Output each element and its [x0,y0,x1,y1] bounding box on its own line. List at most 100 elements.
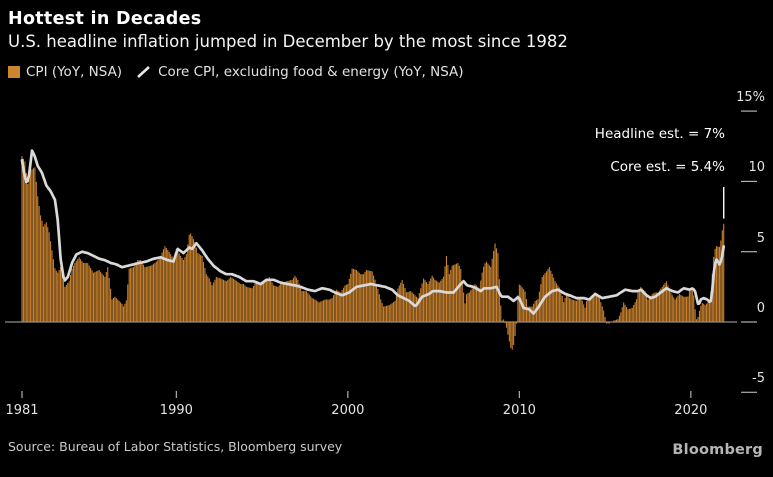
cpi-bar [713,256,715,322]
cpi-bar [165,248,167,322]
cpi-bar [468,292,470,322]
cpi-bar [384,306,386,322]
cpi-bar [651,293,653,322]
cpi-bar [435,280,438,322]
legend-item-cpi: CPI (YoY, NSA) [8,64,122,80]
cpi-bar [601,306,603,322]
cpi-bar [182,260,185,322]
cpi-bar [231,277,233,322]
cpi-bar [100,271,102,322]
cpi-bar [162,249,165,322]
cpi-bar [367,270,369,322]
cpi-bar [191,236,193,322]
cpi-bar [625,307,628,322]
cpi-bar [30,170,32,322]
cpi-bar [82,262,85,322]
cpi-bar [300,287,302,322]
cpi-bar [48,232,50,322]
cpi-bar [624,304,626,322]
cpi-bar [666,281,668,322]
cpi-bar [71,268,73,322]
cpi-bar [677,295,679,322]
cpi-bar [225,281,227,322]
cpi-bar [267,278,269,322]
cpi-bar [706,303,708,322]
cpi-bar [38,206,40,322]
cpi-bar [84,262,86,322]
cpi-bar [465,294,468,322]
cpi-bar [358,272,360,322]
cpi-bar [631,307,633,322]
cpi-bar [131,267,133,322]
cpi-bar [473,286,475,322]
cpi-bar [168,251,170,322]
cpi-bar [284,281,286,322]
chart-title: Hottest in Decades [8,9,202,29]
cpi-bar [327,299,329,322]
cpi-bar [148,266,150,322]
cpi-bar [154,262,156,322]
cpi-bar [467,293,469,322]
cpi-bar [640,286,642,322]
cpi-bar [674,299,676,322]
cpi-bar [167,249,169,322]
cpi-bar [184,257,186,322]
cpi-bar [680,294,682,322]
cpi-bar [613,320,615,322]
cpi-bar [375,283,377,322]
cpi-bar [302,291,305,322]
cpi-bar [470,290,472,322]
cpi-bar [144,267,146,322]
cpi-bar [373,275,375,322]
cpi-bar [355,269,357,322]
cpi-bar [686,296,688,322]
cpi-bar-swatch-icon [8,66,20,78]
cpi-bar [681,295,683,322]
cpi-bar [104,276,106,322]
cpi-bar [252,286,255,322]
cpi-bar [52,259,54,322]
cpi-bar [277,286,279,322]
cpi-bar [141,262,143,322]
cpi-bar [271,282,273,322]
cpi-bar [423,278,425,322]
cpi-bar [187,244,189,322]
cpi-bar [197,253,199,322]
cpi-bar [411,292,413,322]
cpi-bar [281,283,283,322]
cpi-bar [488,265,490,322]
cpi-bar [438,282,440,322]
cpi-bar [581,300,583,322]
cpi-bar [205,274,207,322]
cpi-bar [307,292,309,322]
cpi-bar [557,285,559,322]
cpi-bar [647,299,649,322]
legend-label-core: Core CPI, excluding food & energy (YoY, … [158,64,464,80]
cpi-bar [348,278,350,322]
cpi-bar [181,257,183,322]
cpi-bar [208,278,210,322]
cpi-bar [690,287,692,322]
cpi-bar [550,270,552,322]
cpi-bar [147,266,149,322]
cpi-bar [700,305,702,322]
cpi-bar [504,322,506,323]
cpi-bar [628,308,630,322]
cpi-bar [287,280,289,322]
cpi-bar [295,277,297,322]
cpi-bar [28,177,30,322]
cpi-bar [251,288,253,322]
cpi-bar [461,280,463,322]
cpi-bar [337,290,339,322]
cpi-bar [157,260,159,322]
cpi-bar [720,240,722,322]
cpi-bar [587,300,589,322]
cpi-bar [334,292,336,322]
cpi-bar [235,280,237,322]
cpi-bar [198,254,200,322]
cpi-bar [563,302,565,322]
cpi-bar [437,281,439,322]
cpi-bar [288,280,290,322]
cpi-bar [57,272,59,322]
cpi-bar [621,307,623,322]
